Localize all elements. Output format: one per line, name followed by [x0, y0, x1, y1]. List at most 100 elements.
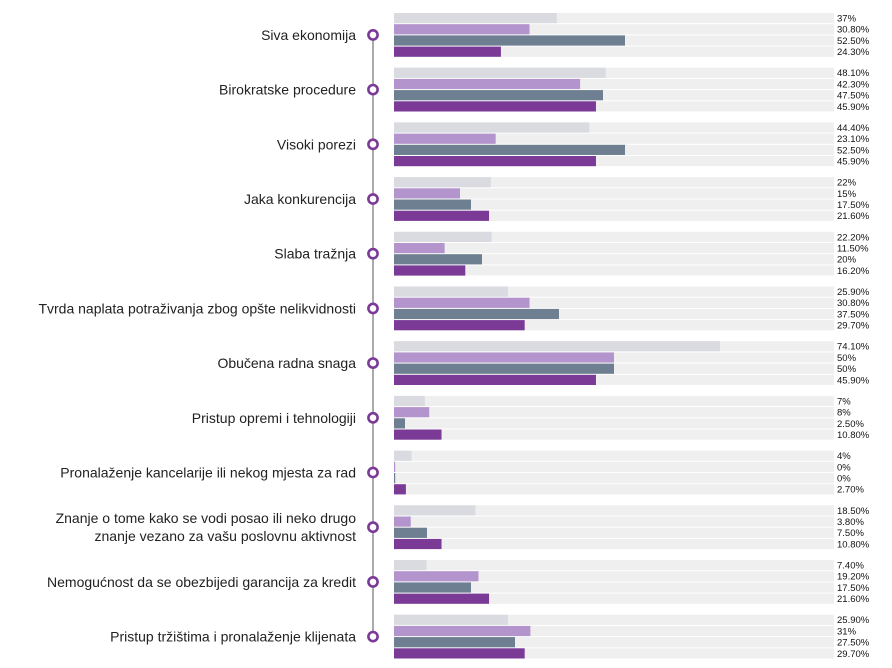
bar-track	[394, 231, 834, 242]
bar	[394, 156, 596, 167]
bar-track	[394, 593, 834, 604]
category-label: Znanje o tome kako se vodi posao ili nek…	[56, 510, 357, 526]
bar	[394, 188, 460, 199]
data-label: 10.80%	[837, 430, 870, 441]
bar	[394, 286, 508, 297]
value-label-layer: 37%30.80%52.50%24.30%48.10%42.30%47.50%4…	[837, 14, 870, 660]
bar	[394, 101, 596, 112]
bar	[394, 320, 525, 331]
bar	[394, 341, 721, 352]
bar	[394, 516, 411, 527]
data-label: 7%	[837, 396, 851, 407]
bar-track	[394, 505, 834, 516]
bar-track	[394, 254, 834, 265]
category-marker	[367, 521, 379, 534]
data-label: 7.50%	[837, 528, 864, 539]
bar	[394, 297, 530, 308]
bar-track	[394, 243, 834, 254]
bar-track	[394, 24, 834, 35]
category-label: Tvrda naplata potraživanja zbog opšte ne…	[38, 300, 356, 316]
bar-track-layer	[394, 13, 834, 659]
bar-track	[394, 473, 834, 484]
bar	[394, 144, 625, 155]
category-label: Birokratske procedure	[219, 82, 356, 98]
bar	[394, 582, 471, 593]
bar	[394, 35, 625, 46]
bar	[394, 484, 406, 495]
bar	[394, 461, 396, 472]
bar	[394, 13, 557, 24]
bar-track	[394, 395, 834, 407]
data-label: 20%	[837, 255, 857, 266]
bar	[394, 78, 581, 90]
bar-track	[394, 418, 834, 429]
bar-track	[394, 67, 834, 78]
category-label: Obučena radna snaga	[217, 355, 356, 371]
bar-track	[394, 297, 834, 308]
data-label: 25.90%	[837, 615, 870, 626]
category-marker	[367, 247, 379, 260]
bar-track	[394, 13, 834, 24]
data-label: 45.90%	[837, 102, 870, 113]
data-label: 18.50%	[837, 506, 870, 517]
bar	[394, 243, 445, 254]
category-marker	[367, 138, 379, 151]
bar-layer	[394, 13, 721, 659]
data-label: 37%	[837, 14, 857, 25]
bar-track	[394, 308, 834, 320]
data-label: 48.10%	[837, 68, 870, 79]
category-marker	[367, 630, 379, 643]
bar	[394, 90, 603, 101]
bar	[394, 527, 427, 538]
bar	[394, 24, 530, 35]
bar	[394, 352, 614, 363]
bar-track	[394, 461, 834, 472]
bar-track	[394, 199, 834, 210]
bar-track	[394, 46, 834, 57]
bar	[394, 407, 430, 418]
data-label: 29.70%	[837, 321, 870, 332]
data-label: 22%	[837, 178, 857, 189]
bar-track	[394, 122, 834, 133]
bar	[394, 122, 590, 133]
category-label: Pristup opremi i tehnologiji	[192, 410, 356, 426]
data-label: 0%	[837, 462, 851, 473]
data-label: 50%	[837, 353, 857, 364]
bar	[394, 308, 559, 320]
data-label: 4%	[837, 451, 851, 462]
bar-track	[394, 637, 834, 648]
bar-track	[394, 407, 834, 418]
bar-track	[394, 188, 834, 199]
bar	[394, 538, 442, 550]
bar	[394, 363, 614, 374]
bar-track	[394, 527, 834, 538]
bar-track	[394, 286, 834, 297]
bar	[394, 560, 427, 571]
bar-track	[394, 265, 834, 276]
data-label: 21.60%	[837, 211, 870, 222]
bar-track	[394, 648, 834, 659]
bar-track	[394, 516, 834, 527]
category-label-layer: Siva ekonomija Birokratske procedure Visok…	[38, 27, 356, 645]
bar	[394, 505, 476, 516]
bar-track	[394, 582, 834, 593]
bar	[394, 133, 496, 144]
bar-track	[394, 571, 834, 582]
category-marker	[367, 29, 379, 41]
data-label: 16.20%	[837, 266, 870, 277]
data-label: 8%	[837, 408, 851, 419]
data-label: 44.40%	[837, 123, 870, 134]
data-label: 19.20%	[837, 572, 870, 583]
data-label: 50%	[837, 364, 857, 375]
bar	[394, 199, 471, 210]
bar	[394, 231, 492, 242]
data-label: 45.90%	[837, 375, 870, 386]
data-label: 11.50%	[837, 244, 869, 255]
data-label: 15%	[837, 189, 857, 200]
category-label: Nemogućnost da se obezbijedi garancija z…	[47, 574, 356, 590]
bar-track	[394, 156, 834, 167]
category-label: znanje vezano za vašu poslovnu aktivnost	[95, 528, 357, 544]
data-label: 21.60%	[837, 594, 870, 605]
category-marker	[367, 302, 379, 315]
